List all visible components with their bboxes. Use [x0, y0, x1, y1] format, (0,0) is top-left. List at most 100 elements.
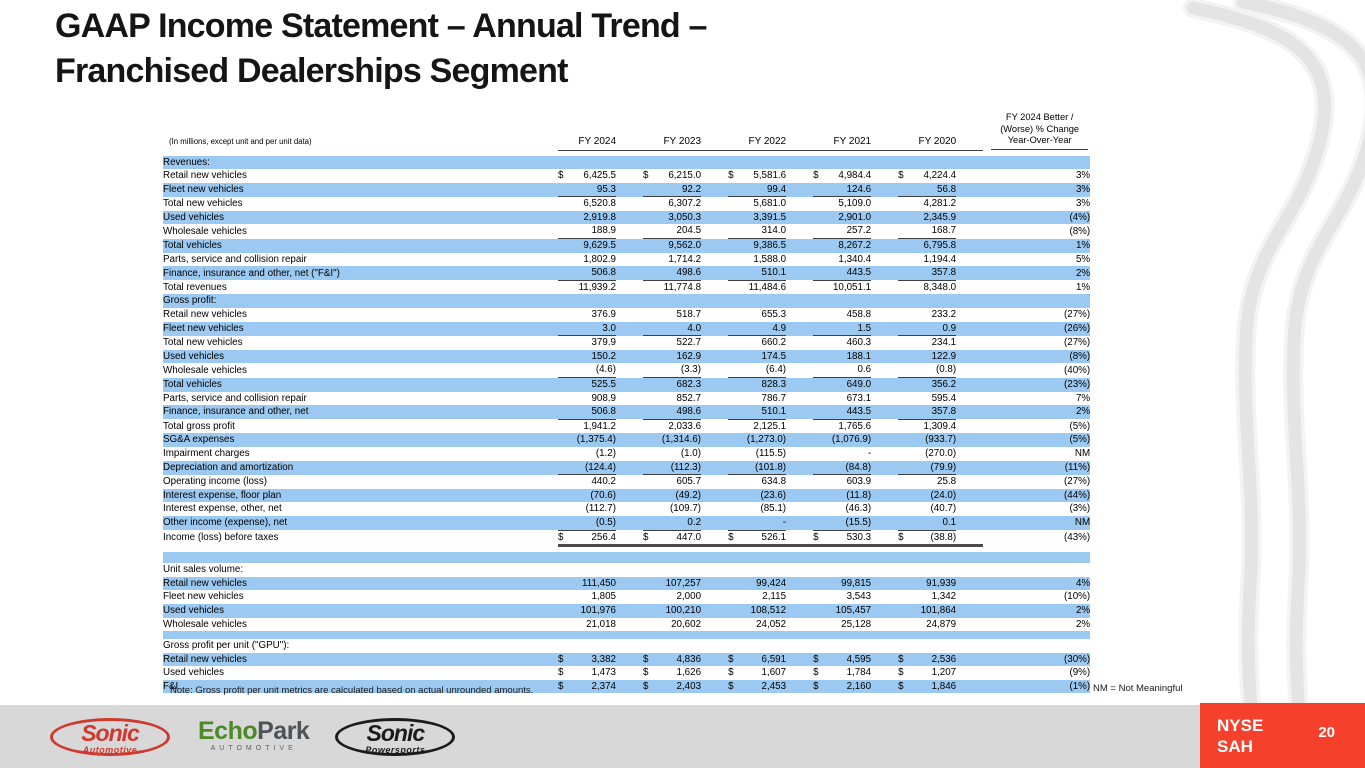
table-row: Operating income (loss) 440.2 605.7 634.8 60… [163, 475, 1090, 489]
dollar-sign-cell [813, 392, 827, 406]
sonic-automotive-subtext: Automotive [82, 745, 138, 755]
pad-cell [616, 253, 643, 267]
yoy-value-cell: (5%) [1069, 434, 1091, 446]
value-cell: 4,984.4 [838, 170, 872, 182]
row-label: Finance, insurance and other, net ("F&I"… [163, 267, 340, 279]
value-cell: (933.7) [925, 434, 957, 446]
dollar-sign-cell [813, 211, 827, 225]
dollar-sign-cell [728, 280, 742, 294]
dollar-sign-cell [643, 211, 657, 225]
pad-cell [786, 322, 813, 336]
table-row: Wholesale vehicles 21,018 20,602 24,052 25,1… [163, 618, 1090, 632]
pad-cell [871, 489, 898, 503]
sonic-automotive-oval-icon [50, 718, 170, 756]
spacer-cell [163, 631, 1090, 639]
value-cell: 2,403 [676, 680, 702, 692]
dollar-sign-cell [813, 433, 827, 447]
dollar-sign-cell [898, 489, 912, 503]
dollar-sign-cell [558, 392, 572, 406]
value-cell: 1,309.4 [923, 420, 957, 432]
pad-cell [786, 239, 813, 253]
pad-cell [616, 489, 643, 503]
row-label: SG&A expenses [163, 434, 235, 446]
pad-cell [786, 378, 813, 392]
dollar-sign-cell: $ [558, 653, 564, 665]
pad-cell [786, 419, 813, 433]
table-row: Used vehicles 150.2 162.9 174.5 188.1 122.9 (8… [163, 349, 1091, 364]
value-cell: 2,160 [846, 680, 872, 692]
table-row: Interest expense, floor plan (70.6) (49.2)… [163, 488, 1091, 503]
value-cell: 2,919.8 [583, 211, 616, 223]
pad-cell [871, 280, 898, 294]
table-row: F&I $2,374 $2,403 $2,453 $2,160 $1,846 (1%) [163, 679, 1091, 694]
value-cell: 634.8 [761, 476, 787, 488]
dollar-sign-cell [728, 350, 742, 364]
sonic-powersports-logo: Sonic Powersports [335, 712, 457, 762]
value-cell: (0.8) [912, 363, 957, 379]
dollar-sign-cell [728, 502, 742, 516]
dollar-sign-cell [643, 433, 657, 447]
value-cell: (6.4) [742, 363, 787, 379]
col-header-fy2020: FY 2020 [898, 98, 984, 151]
value-cell: 655.3 [761, 309, 787, 321]
table-row: Used vehicles $1,473 $1,626 $1,607 $1,784 $1,… [163, 666, 1090, 680]
echopark-subtext: AUTOMOTIVE [210, 745, 297, 752]
spacer-row [163, 631, 1091, 640]
table-row: Wholesale vehicles (4.6) (3.3) (6.4) 0.6 (0.8… [163, 363, 1090, 379]
table-row: Total new vehicles 379.9 522.7 660.2 460.3 23… [163, 336, 1090, 350]
dollar-sign-cell [898, 336, 912, 350]
pad-cell [871, 502, 898, 516]
value-cell: 458.8 [846, 309, 872, 321]
value-cell: 9,562.0 [668, 240, 702, 252]
value-cell: 605.7 [676, 476, 702, 488]
pad-cell [871, 447, 898, 461]
pad-cell [956, 224, 983, 238]
table-row: Wholesale vehicles 188.9 204.5 314.0 257.2 16… [163, 224, 1090, 240]
dollar-sign-cell [898, 308, 912, 322]
dollar-sign-cell [558, 618, 572, 632]
dollar-sign-cell [813, 239, 827, 253]
pad-cell [616, 475, 643, 489]
pad-cell [786, 475, 813, 489]
dollar-sign-cell: $ [813, 530, 828, 548]
value-cell: (1.0) [680, 447, 702, 459]
pad-cell [616, 322, 643, 336]
dollar-sign-cell [898, 350, 912, 364]
table-row: Total gross profit 1,941.2 2,033.6 2,125.1 1… [163, 419, 1090, 433]
pad-cell [786, 253, 813, 267]
pad-cell [786, 392, 813, 406]
value-cell: 673.1 [846, 392, 872, 404]
pad-cell [786, 489, 813, 503]
pad-cell [616, 169, 643, 183]
value-cell: 1,194.4 [923, 253, 957, 265]
dollar-sign-cell [728, 489, 742, 503]
yoy-value-cell: NM [1074, 517, 1091, 529]
pad-cell [956, 475, 983, 489]
value-cell: 10,051.1 [832, 281, 872, 293]
pad-cell [871, 604, 898, 618]
pad-cell [701, 363, 728, 377]
value-cell: 1,784 [846, 667, 872, 679]
dollar-sign-cell [813, 577, 827, 591]
row-label: Used vehicles [163, 667, 224, 679]
pad-cell [956, 618, 983, 632]
dollar-sign-cell: $ [643, 667, 649, 679]
pad-cell [871, 169, 898, 183]
dollar-sign-cell [813, 253, 827, 267]
dollar-sign-cell [898, 433, 912, 447]
dollar-sign-cell [643, 336, 657, 350]
dollar-sign-cell: $ [728, 530, 743, 548]
table-row: Finance, insurance and other, net ("F&I"… [163, 266, 1091, 281]
value-cell: 8,348.0 [923, 281, 957, 293]
pad-cell [786, 266, 813, 280]
dollar-sign-cell [813, 604, 827, 618]
pad-cell [616, 530, 644, 548]
dollar-sign-cell [898, 253, 912, 267]
pad-cell [786, 680, 813, 694]
value-cell: 107,257 [665, 577, 702, 589]
yoy-value-cell: (11%) [1064, 461, 1091, 473]
dollar-sign-cell [558, 604, 572, 618]
value-cell: 5,581.6 [753, 170, 787, 182]
dollar-sign-cell [813, 618, 827, 632]
pad-cell [701, 239, 728, 253]
